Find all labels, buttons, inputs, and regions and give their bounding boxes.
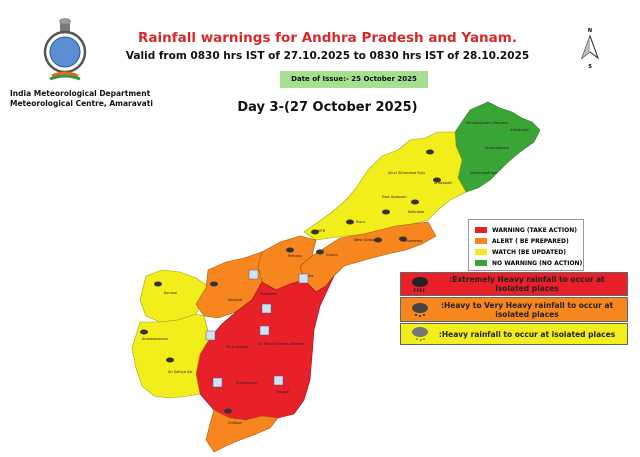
region-watch-southwest bbox=[131, 313, 211, 399]
svg-text:Palnadu: Palnadu bbox=[288, 254, 302, 258]
svg-text:Chittoor: Chittoor bbox=[228, 421, 243, 425]
svg-text:Vizianagaram: Vizianagaram bbox=[485, 146, 510, 150]
svg-text:East Godavari: East Godavari bbox=[382, 195, 407, 199]
svg-text:Anantapuramu: Anantapuramu bbox=[142, 337, 168, 341]
heavy-rain-cloud-icons bbox=[140, 149, 441, 414]
band-text: :Heavy to Very Heavy rainfall to occur a… bbox=[440, 300, 614, 319]
warning-legend: WARNING (TAKE ACTION) ALERT ( BE PREPARE… bbox=[468, 219, 584, 271]
emblem-icon bbox=[60, 20, 70, 32]
svg-text:Y.S.R Kadapa: Y.S.R Kadapa bbox=[226, 345, 249, 349]
svg-text:Anakapalli: Anakapalli bbox=[434, 181, 452, 185]
swatch-green bbox=[475, 260, 487, 266]
svg-text:Eluru: Eluru bbox=[356, 220, 365, 224]
north-arrow: N S bbox=[578, 24, 602, 72]
band-text: :Heavy rainfall to occur at isolated pla… bbox=[438, 329, 616, 339]
region-alert-chittoor bbox=[205, 409, 279, 453]
svg-text:Konaseema: Konaseema bbox=[402, 239, 422, 243]
region-alert-palnadu bbox=[257, 235, 317, 291]
organization-name: India Meteorological Department Meteorol… bbox=[10, 89, 153, 109]
svg-text:Visakhapatnam: Visakhapatnam bbox=[470, 171, 498, 175]
svg-text:Srikakulam: Srikakulam bbox=[510, 128, 530, 132]
region-warning-south bbox=[195, 275, 335, 421]
svg-text:Bapatla: Bapatla bbox=[300, 274, 313, 278]
org-line-2: Meteorological Centre, Amaravati bbox=[10, 99, 153, 108]
svg-text:Parvathipuram Manyam: Parvathipuram Manyam bbox=[466, 121, 508, 125]
svg-text:Guntur: Guntur bbox=[326, 253, 339, 257]
region-watch-north bbox=[303, 131, 467, 241]
band-heavy: :Heavy rainfall to occur at isolated pla… bbox=[400, 323, 628, 345]
extremely-heavy-rain-icons bbox=[205, 269, 309, 388]
svg-text:Annamayya: Annamayya bbox=[236, 381, 257, 385]
legend-item-warning: WARNING (TAKE ACTION) bbox=[475, 225, 583, 235]
validity-period: Valid from 0830 hrs IST of 27.10.2025 to… bbox=[125, 50, 530, 62]
svg-text:West Godavari: West Godavari bbox=[354, 238, 380, 242]
band-text: :Extremely Heavy rainfall to occur at is… bbox=[449, 275, 605, 293]
north-label: N bbox=[588, 28, 592, 34]
swatch-yellow bbox=[475, 249, 487, 255]
svg-text:Sri Sathya Sai: Sri Sathya Sai bbox=[168, 370, 192, 374]
imd-logo bbox=[40, 18, 90, 88]
heavy-rain-icon bbox=[412, 327, 428, 341]
svg-text:Prakasam: Prakasam bbox=[260, 292, 278, 296]
svg-text:Tirupati: Tirupati bbox=[275, 390, 289, 394]
svg-text:Alluri Sitharama Raju: Alluri Sitharama Raju bbox=[388, 171, 425, 175]
svg-text:NTR: NTR bbox=[318, 229, 326, 233]
legend-item-alert: ALERT ( BE PREPARED) bbox=[475, 236, 583, 246]
svg-text:Kakinada: Kakinada bbox=[408, 210, 424, 214]
swatch-red bbox=[475, 227, 487, 233]
swatch-orange bbox=[475, 238, 487, 244]
page-title: Rainfall warnings for Andhra Pradesh and… bbox=[138, 30, 517, 46]
band-extremely-heavy: :Extremely Heavy rainfall to occur at is… bbox=[400, 272, 628, 296]
region-no-warning bbox=[454, 101, 541, 193]
svg-text:Sri Potti Sriramulu Nellore: Sri Potti Sriramulu Nellore bbox=[258, 342, 303, 346]
region-alert-nandyal bbox=[195, 251, 263, 319]
south-label: S bbox=[588, 64, 592, 70]
day-label: Day 3-(27 October 2025) bbox=[237, 100, 418, 115]
svg-text:Nandyal: Nandyal bbox=[228, 298, 242, 302]
region-watch-kurnool bbox=[139, 269, 209, 323]
legend-item-watch: WATCH (BE UPDATED) bbox=[475, 247, 583, 257]
svg-text:Kurnool: Kurnool bbox=[164, 291, 177, 295]
issue-date-badge: Date of Issue:- 25 October 2025 bbox=[280, 71, 428, 88]
extremely-heavy-rain-icon bbox=[412, 277, 428, 293]
legend-item-no-warning: NO WARNING (NO ACTION) bbox=[475, 258, 583, 268]
band-heavy-to-very-heavy: :Heavy to Very Heavy rainfall to occur a… bbox=[400, 297, 628, 322]
org-line-1: India Meteorological Department bbox=[10, 89, 151, 98]
heavy-to-very-heavy-rain-icon bbox=[412, 302, 428, 317]
